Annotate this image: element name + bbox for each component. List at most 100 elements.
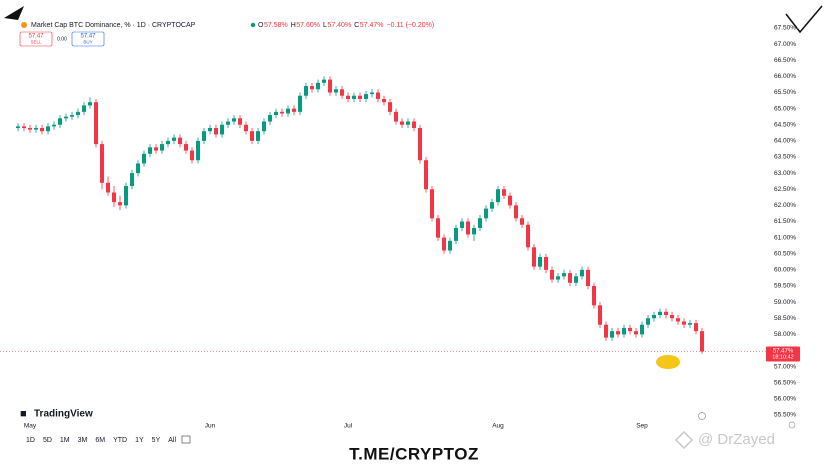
candle-body bbox=[490, 202, 494, 209]
candle-body bbox=[478, 218, 482, 228]
candle-body bbox=[616, 331, 620, 335]
candle-body bbox=[64, 116, 68, 119]
calendar-icon[interactable] bbox=[181, 435, 191, 444]
candle-body bbox=[484, 208, 488, 219]
ohlc-value: 57.60% bbox=[296, 22, 320, 29]
candle-body bbox=[250, 131, 254, 141]
candle-body bbox=[358, 95, 362, 99]
candle-body bbox=[550, 269, 554, 280]
candle-body bbox=[700, 331, 704, 352]
buy-button[interactable] bbox=[71, 31, 105, 47]
candle-body bbox=[418, 127, 422, 161]
candle-body bbox=[640, 324, 644, 335]
candle-body bbox=[124, 186, 128, 206]
footer-link: T.ME/CRYPTOZ bbox=[349, 444, 479, 463]
sell-button[interactable] bbox=[19, 31, 53, 47]
candle-body bbox=[340, 89, 344, 96]
candle-body bbox=[460, 221, 464, 228]
y-tick-label: 56.50% bbox=[774, 379, 796, 386]
candle-body bbox=[448, 240, 452, 251]
timeframe-button[interactable]: YTD bbox=[113, 437, 127, 444]
candle-body bbox=[346, 95, 350, 99]
candle-body bbox=[82, 105, 86, 112]
candle-body bbox=[118, 202, 122, 206]
candle-body bbox=[364, 94, 368, 99]
candle-body bbox=[658, 311, 662, 316]
timeframe-button[interactable]: 1D bbox=[26, 437, 35, 444]
ohlc-value: 57.58% bbox=[264, 22, 288, 29]
candle-body bbox=[196, 140, 200, 161]
candle-body bbox=[646, 318, 650, 325]
candle-body bbox=[316, 82, 320, 90]
timeframe-button[interactable]: 1M bbox=[60, 437, 70, 444]
y-tick-label: 59.50% bbox=[774, 283, 796, 290]
y-tick-label: 67.00% bbox=[774, 41, 796, 48]
y-tick-label: 66.00% bbox=[774, 73, 796, 80]
candle-body bbox=[232, 118, 236, 122]
ohlc-change: −0.11 (−0.20%) bbox=[386, 22, 434, 29]
timeframes: 1D 5D 1M 3M 6M YTD 1Y 5Y All bbox=[26, 437, 176, 444]
y-tick-label: 63.50% bbox=[774, 154, 796, 161]
candle-body bbox=[652, 315, 656, 319]
axis-settings[interactable] bbox=[788, 421, 796, 429]
timeframe-button[interactable]: 5Y bbox=[152, 437, 161, 444]
candle-body bbox=[556, 276, 560, 280]
candle-body bbox=[52, 124, 56, 127]
settings-icon[interactable] bbox=[698, 412, 706, 420]
candle-body bbox=[274, 111, 278, 116]
candle-body bbox=[436, 218, 440, 238]
x-tick-label: Jul bbox=[344, 423, 353, 430]
candle-body bbox=[370, 92, 374, 95]
candle-body bbox=[16, 126, 20, 128]
candle-body bbox=[532, 247, 536, 267]
candle-body bbox=[106, 182, 110, 193]
ohlc-value: 57.47% bbox=[360, 22, 384, 29]
timeframe-button[interactable]: 1Y bbox=[135, 437, 144, 444]
candle-body bbox=[166, 140, 170, 145]
candle-body bbox=[58, 118, 62, 125]
candle-body bbox=[208, 127, 212, 132]
candle-body bbox=[520, 218, 524, 225]
ohlc-value: 57.40% bbox=[327, 22, 351, 29]
spread: 0.00 bbox=[57, 36, 67, 42]
candle-body bbox=[694, 323, 698, 332]
timeframe-button[interactable]: 5D bbox=[43, 437, 52, 444]
candle-body bbox=[22, 126, 26, 128]
candle-body bbox=[40, 127, 44, 132]
candle-body bbox=[562, 273, 566, 277]
candle-body bbox=[610, 331, 614, 338]
candle-body bbox=[328, 79, 332, 93]
y-tick-label: 67.50% bbox=[774, 25, 796, 32]
y-tick-label: 65.50% bbox=[774, 89, 796, 96]
candle-body bbox=[688, 323, 692, 325]
timeframe-button[interactable]: 6M bbox=[95, 437, 105, 444]
candle-body bbox=[586, 269, 590, 286]
candle-body bbox=[412, 121, 416, 128]
timeframe-button[interactable]: All bbox=[168, 437, 176, 444]
candle-body bbox=[136, 163, 140, 174]
candle-body bbox=[238, 118, 242, 125]
candle-body bbox=[178, 137, 182, 145]
candle-body bbox=[160, 144, 164, 151]
y-tick-label: 64.50% bbox=[774, 121, 796, 128]
candle-body bbox=[280, 111, 284, 114]
price-tag-value: 57.47% bbox=[773, 349, 794, 355]
candle-body bbox=[472, 227, 476, 235]
candle-body bbox=[622, 327, 626, 335]
candle-body bbox=[580, 269, 584, 277]
x-tick-label: Aug bbox=[492, 423, 504, 430]
candle-body bbox=[442, 237, 446, 251]
candle-body bbox=[220, 124, 224, 135]
ohlc-legend: O 57.58% H 57.60% L 57.40% C 57.47% −0.11 (−0.20… bbox=[258, 22, 434, 29]
y-tick-label: 57.00% bbox=[774, 363, 796, 370]
timeframe-button[interactable]: 3M bbox=[78, 437, 88, 444]
candle-body bbox=[388, 102, 392, 112]
candle-body bbox=[424, 160, 428, 190]
hand-emoji bbox=[656, 355, 680, 369]
candle-body bbox=[544, 256, 548, 270]
candle-body bbox=[322, 79, 326, 83]
candle-body bbox=[664, 311, 668, 316]
candle-body bbox=[682, 321, 686, 325]
candle-body bbox=[304, 86, 308, 96]
